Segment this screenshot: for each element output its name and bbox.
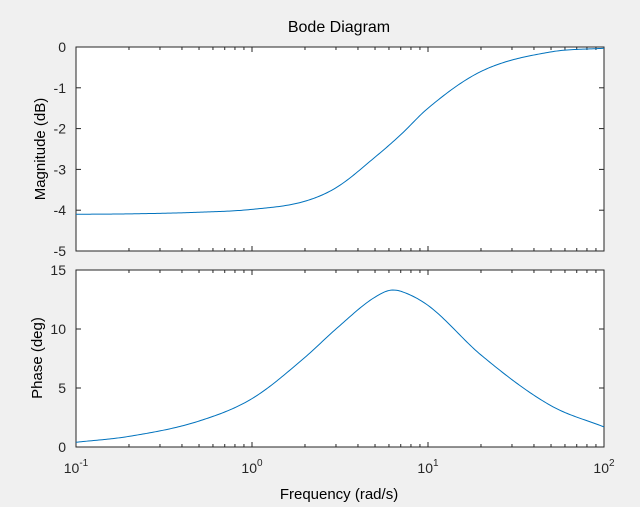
phase-panel: 0 5 10 15 Phase (deg) <box>29 262 605 455</box>
x-tick-label: 100 <box>241 458 263 476</box>
phase-y-ticks: 0 5 10 15 <box>50 262 604 455</box>
x-axis-label: Frequency (rad/s) <box>280 486 398 503</box>
chart-title: Bode Diagram <box>288 19 390 36</box>
x-tick-label: 10-1 <box>64 458 89 476</box>
magnitude-y-axis-label: Magnitude (dB) <box>32 98 49 201</box>
y-tick-label: 0 <box>58 39 66 55</box>
magnitude-plot-area <box>75 46 605 252</box>
y-tick-label: -3 <box>54 161 67 177</box>
y-tick-label: 0 <box>58 439 66 455</box>
phase-series-line <box>75 289 605 443</box>
x-tick-label: 102 <box>593 458 615 476</box>
magnitude-panel: 0 -1 -2 -3 -4 -5 Magnitude (dB) <box>32 39 605 259</box>
phase-x-ticks <box>75 270 605 447</box>
phase-y-axis-label: Phase (deg) <box>29 317 46 399</box>
y-tick-label: -5 <box>54 243 67 259</box>
x-tick-label: 101 <box>417 458 439 476</box>
phase-plot-area <box>75 269 605 448</box>
magnitude-y-ticks: 0 -1 -2 -3 -4 -5 <box>54 39 604 259</box>
y-tick-label: -1 <box>54 80 67 96</box>
y-tick-label: 10 <box>50 321 66 337</box>
y-tick-label: 15 <box>50 262 66 278</box>
y-tick-label: -4 <box>54 202 67 218</box>
magnitude-x-ticks <box>75 47 605 251</box>
magnitude-series-line <box>75 47 605 215</box>
y-tick-label: -2 <box>54 121 67 137</box>
x-tick-labels: 10-1 100 101 102 <box>64 458 615 476</box>
y-tick-label: 5 <box>58 380 66 396</box>
